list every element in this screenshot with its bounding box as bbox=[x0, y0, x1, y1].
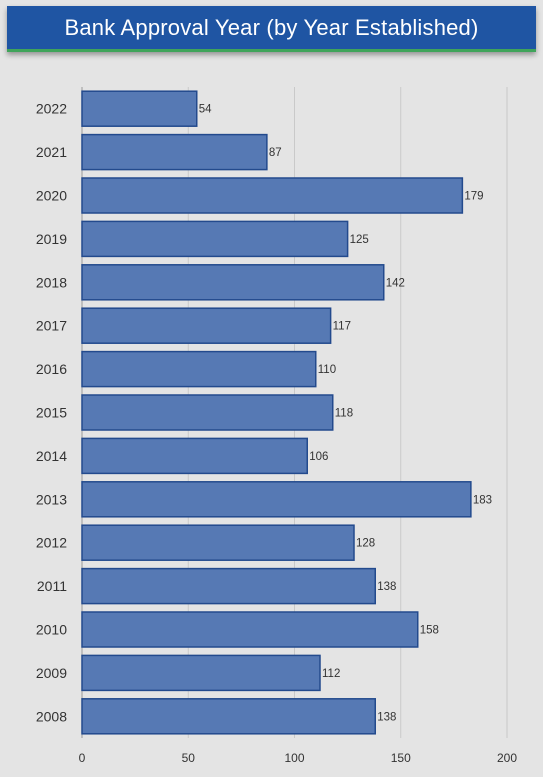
y-tick-label: 2020 bbox=[36, 188, 67, 204]
bar[interactable] bbox=[81, 524, 355, 561]
x-tick-label: 150 bbox=[391, 751, 411, 765]
y-tick-label: 2013 bbox=[36, 491, 67, 507]
bar[interactable] bbox=[81, 698, 376, 735]
y-tick-label: 2014 bbox=[36, 448, 67, 464]
data-label: 138 bbox=[377, 581, 396, 593]
bar[interactable] bbox=[81, 611, 419, 648]
chart-title: Bank Approval Year (by Year Established) bbox=[64, 14, 479, 40]
x-tick-label: 0 bbox=[79, 751, 86, 765]
bar[interactable] bbox=[81, 307, 332, 344]
y-tick-label: 2022 bbox=[36, 101, 67, 117]
bar[interactable] bbox=[81, 133, 268, 171]
y-tick-label: 2017 bbox=[36, 318, 67, 334]
bar[interactable] bbox=[81, 264, 385, 301]
y-tick-label: 2018 bbox=[36, 274, 67, 290]
data-label: 125 bbox=[350, 234, 369, 246]
y-tick-label: 2021 bbox=[36, 144, 67, 160]
bar[interactable] bbox=[81, 437, 308, 475]
bar[interactable] bbox=[81, 567, 376, 605]
labels: 0 50 100 150 200 2022 54 2021 87 2020 179 2019 125 20… bbox=[36, 101, 517, 765]
bar[interactable] bbox=[81, 654, 321, 692]
bar[interactable] bbox=[81, 481, 472, 518]
data-label: 87 bbox=[269, 147, 282, 159]
data-label: 118 bbox=[335, 408, 353, 420]
y-tick-label: 2015 bbox=[36, 405, 67, 421]
x-tick-label: 100 bbox=[284, 751, 304, 765]
bar[interactable] bbox=[81, 90, 198, 127]
data-label: 110 bbox=[318, 364, 336, 376]
bar[interactable] bbox=[81, 350, 317, 388]
data-label: 142 bbox=[386, 277, 405, 289]
data-label: 128 bbox=[356, 538, 375, 550]
data-label: 112 bbox=[322, 668, 340, 680]
data-label: 138 bbox=[377, 711, 396, 723]
y-tick-label: 2011 bbox=[37, 578, 67, 594]
x-tick-label: 200 bbox=[497, 751, 517, 765]
x-tick-label: 50 bbox=[182, 751, 196, 765]
data-label: 117 bbox=[333, 321, 351, 333]
y-tick-label: 2019 bbox=[36, 231, 67, 247]
y-tick-label: 2012 bbox=[36, 535, 67, 551]
bar[interactable] bbox=[81, 220, 349, 258]
data-label: 54 bbox=[199, 104, 212, 116]
data-label: 106 bbox=[309, 451, 328, 463]
y-tick-label: 2009 bbox=[36, 665, 67, 681]
y-tick-label: 2010 bbox=[36, 622, 67, 638]
data-label: 158 bbox=[420, 625, 439, 637]
data-label: 183 bbox=[473, 494, 492, 506]
bars bbox=[81, 90, 472, 735]
bar[interactable] bbox=[81, 177, 464, 214]
data-label: 179 bbox=[464, 191, 483, 203]
y-tick-label: 2008 bbox=[36, 708, 67, 724]
y-tick-label: 2016 bbox=[36, 361, 67, 377]
bar[interactable] bbox=[81, 394, 334, 431]
chart-title-bar: Bank Approval Year (by Year Established) bbox=[7, 6, 536, 52]
